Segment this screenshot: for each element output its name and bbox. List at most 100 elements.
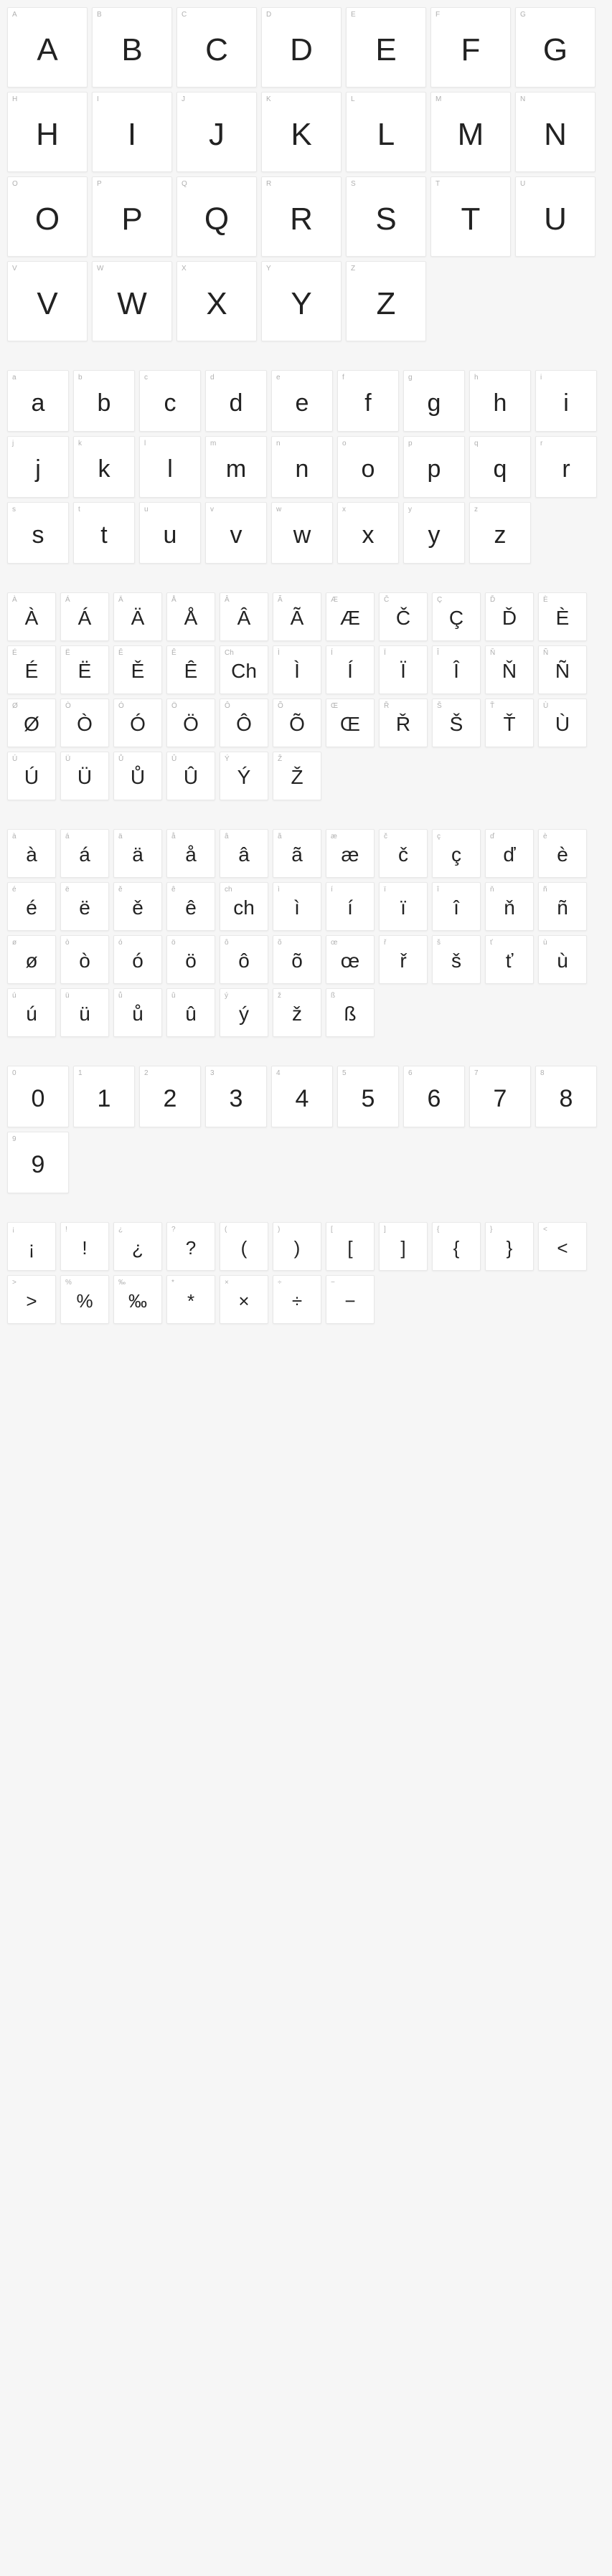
glyph-cell[interactable]: bb — [73, 370, 135, 432]
glyph-cell[interactable]: ×× — [220, 1275, 268, 1324]
glyph-cell[interactable]: 77 — [469, 1066, 531, 1127]
glyph-cell[interactable]: ?? — [166, 1222, 215, 1271]
glyph-cell[interactable]: HH — [7, 92, 88, 172]
glyph-cell[interactable]: ĎĎ — [485, 592, 534, 641]
glyph-cell[interactable]: zz — [469, 502, 531, 564]
glyph-cell[interactable]: ææ — [326, 829, 375, 878]
glyph-cell[interactable]: )) — [273, 1222, 321, 1271]
glyph-cell[interactable]: chch — [220, 882, 268, 931]
glyph-cell[interactable]: JJ — [176, 92, 257, 172]
glyph-cell[interactable]: ÜÜ — [60, 752, 109, 800]
glyph-cell[interactable]: 11 — [73, 1066, 135, 1127]
glyph-cell[interactable]: ÃÃ — [273, 592, 321, 641]
glyph-cell[interactable]: čč — [379, 829, 428, 878]
glyph-cell[interactable]: ss — [7, 502, 69, 564]
glyph-cell[interactable]: CC — [176, 7, 257, 87]
glyph-cell[interactable]: 88 — [535, 1066, 597, 1127]
glyph-cell[interactable]: tt — [73, 502, 135, 564]
glyph-cell[interactable]: >> — [7, 1275, 56, 1324]
glyph-cell[interactable]: ]] — [379, 1222, 428, 1271]
glyph-cell[interactable]: jj — [7, 436, 69, 498]
glyph-cell[interactable]: ŘŘ — [379, 699, 428, 747]
glyph-cell[interactable]: ff — [337, 370, 399, 432]
glyph-cell[interactable]: ZZ — [346, 261, 426, 341]
glyph-cell[interactable]: öö — [166, 935, 215, 984]
glyph-cell[interactable]: ÷÷ — [273, 1275, 321, 1324]
glyph-cell[interactable]: ÈÈ — [538, 592, 587, 641]
glyph-cell[interactable]: ii — [535, 370, 597, 432]
glyph-cell[interactable]: ee — [271, 370, 333, 432]
glyph-cell[interactable]: ßß — [326, 988, 375, 1037]
glyph-cell[interactable]: ãã — [273, 829, 321, 878]
glyph-cell[interactable]: PP — [92, 176, 172, 257]
glyph-cell[interactable]: pp — [403, 436, 465, 498]
glyph-cell[interactable]: ÝÝ — [220, 752, 268, 800]
glyph-cell[interactable]: õõ — [273, 935, 321, 984]
glyph-cell[interactable]: !! — [60, 1222, 109, 1271]
glyph-cell[interactable]: YY — [261, 261, 342, 341]
glyph-cell[interactable]: aa — [7, 370, 69, 432]
glyph-cell[interactable]: ŠŠ — [432, 699, 481, 747]
glyph-cell[interactable]: dd — [205, 370, 267, 432]
glyph-cell[interactable]: îî — [432, 882, 481, 931]
glyph-cell[interactable]: ÆÆ — [326, 592, 375, 641]
glyph-cell[interactable]: −− — [326, 1275, 375, 1324]
glyph-cell[interactable]: MM — [430, 92, 511, 172]
glyph-cell[interactable]: vv — [205, 502, 267, 564]
glyph-cell[interactable]: ØØ — [7, 699, 56, 747]
glyph-cell[interactable]: óó — [113, 935, 162, 984]
glyph-cell[interactable]: kk — [73, 436, 135, 498]
glyph-cell[interactable]: yy — [403, 502, 465, 564]
glyph-cell[interactable]: ÅÅ — [166, 592, 215, 641]
glyph-cell[interactable]: ôô — [220, 935, 268, 984]
glyph-cell[interactable]: ÏÏ — [379, 645, 428, 694]
glyph-cell[interactable]: áá — [60, 829, 109, 878]
glyph-cell[interactable]: BB — [92, 7, 172, 87]
glyph-cell[interactable]: ÀÀ — [7, 592, 56, 641]
glyph-cell[interactable]: ŇŇ — [485, 645, 534, 694]
glyph-cell[interactable]: řř — [379, 935, 428, 984]
glyph-cell[interactable]: DD — [261, 7, 342, 87]
glyph-cell[interactable]: ää — [113, 829, 162, 878]
glyph-cell[interactable]: œœ — [326, 935, 375, 984]
glyph-cell[interactable]: ÌÌ — [273, 645, 321, 694]
glyph-cell[interactable]: šš — [432, 935, 481, 984]
glyph-cell[interactable]: VV — [7, 261, 88, 341]
glyph-cell[interactable]: 00 — [7, 1066, 69, 1127]
glyph-cell[interactable]: ‰‰ — [113, 1275, 162, 1324]
glyph-cell[interactable]: NN — [515, 92, 595, 172]
glyph-cell[interactable]: ÚÚ — [7, 752, 56, 800]
glyph-cell[interactable]: ÙÙ — [538, 699, 587, 747]
glyph-cell[interactable]: ěě — [113, 882, 162, 931]
glyph-cell[interactable]: FF — [430, 7, 511, 87]
glyph-cell[interactable]: ŮŮ — [113, 752, 162, 800]
glyph-cell[interactable]: gg — [403, 370, 465, 432]
glyph-cell[interactable]: mm — [205, 436, 267, 498]
glyph-cell[interactable]: ññ — [538, 882, 587, 931]
glyph-cell[interactable]: XX — [176, 261, 257, 341]
glyph-cell[interactable]: üü — [60, 988, 109, 1037]
glyph-cell[interactable]: ëë — [60, 882, 109, 931]
glyph-cell[interactable]: ÔÔ — [220, 699, 268, 747]
glyph-cell[interactable]: ll — [139, 436, 201, 498]
glyph-cell[interactable]: ÊÊ — [166, 645, 215, 694]
glyph-cell[interactable]: çç — [432, 829, 481, 878]
glyph-cell[interactable]: ÄÄ — [113, 592, 162, 641]
glyph-cell[interactable]: ÓÓ — [113, 699, 162, 747]
glyph-cell[interactable]: ťť — [485, 935, 534, 984]
glyph-cell[interactable]: %% — [60, 1275, 109, 1324]
glyph-cell[interactable]: ňň — [485, 882, 534, 931]
glyph-cell[interactable]: ŤŤ — [485, 699, 534, 747]
glyph-cell[interactable]: ùù — [538, 935, 587, 984]
glyph-cell[interactable]: 44 — [271, 1066, 333, 1127]
glyph-cell[interactable]: ** — [166, 1275, 215, 1324]
glyph-cell[interactable]: ËË — [60, 645, 109, 694]
glyph-cell[interactable]: ââ — [220, 829, 268, 878]
glyph-cell[interactable]: ÂÂ — [220, 592, 268, 641]
glyph-cell[interactable]: øø — [7, 935, 56, 984]
glyph-cell[interactable]: ïï — [379, 882, 428, 931]
glyph-cell[interactable]: WW — [92, 261, 172, 341]
glyph-cell[interactable]: ŽŽ — [273, 752, 321, 800]
glyph-cell[interactable]: ýý — [220, 988, 268, 1037]
glyph-cell[interactable]: êê — [166, 882, 215, 931]
